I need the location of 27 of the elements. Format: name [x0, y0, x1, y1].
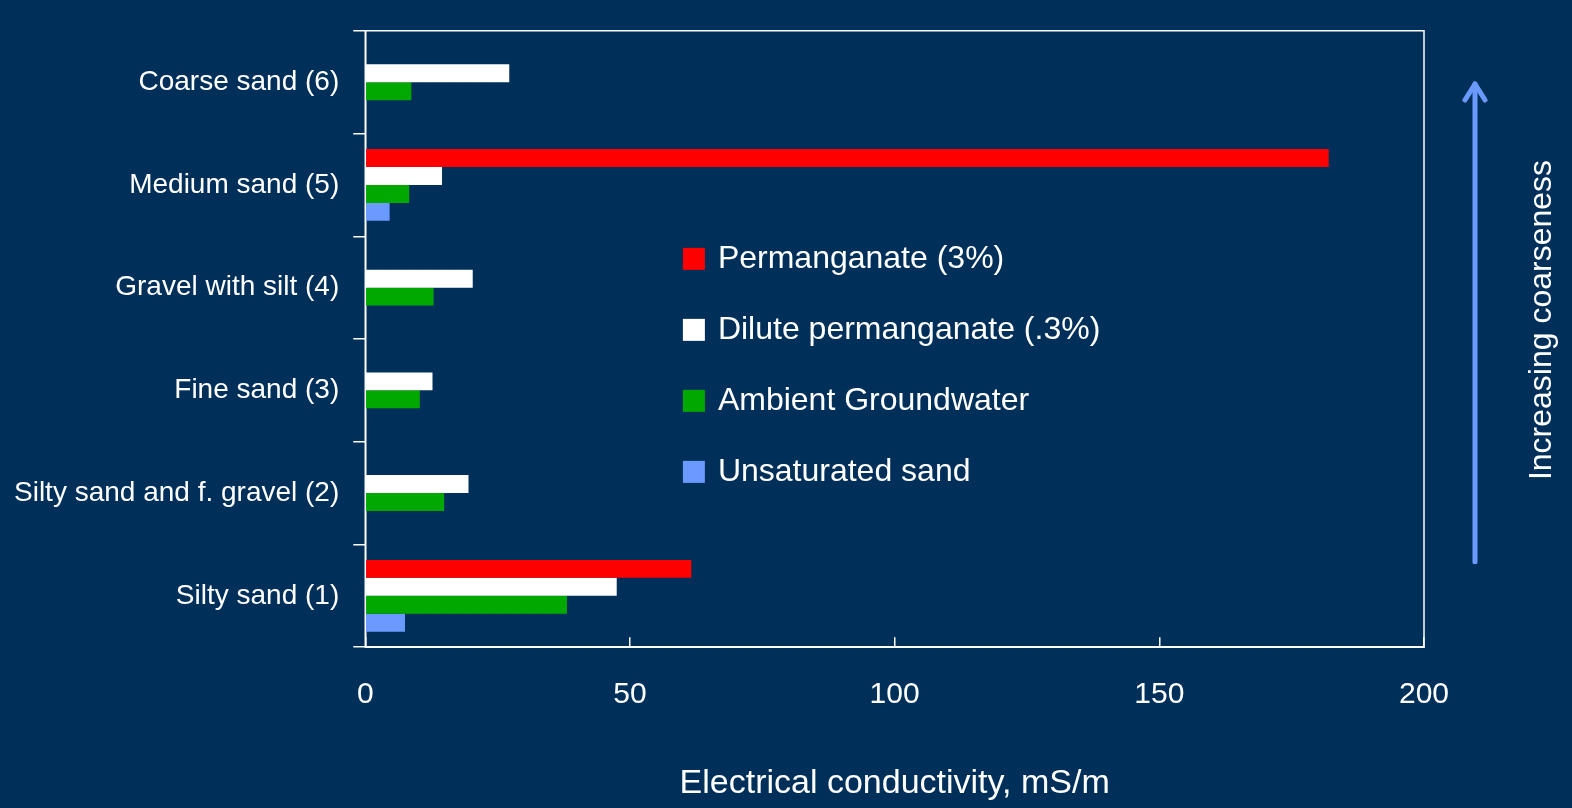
- bar: [366, 184, 410, 203]
- bar: [366, 82, 412, 101]
- bar: [366, 390, 420, 409]
- x-tick-label: 150: [1134, 676, 1185, 710]
- bar: [366, 559, 692, 578]
- legend-label: Permanganate (3%): [717, 238, 1005, 275]
- y-tick-label: Fine sand (3): [174, 373, 340, 405]
- bar: [366, 613, 405, 632]
- bar: [366, 595, 567, 614]
- x-tick-label: 50: [613, 676, 647, 710]
- legend-label: Unsaturated sand: [717, 451, 971, 488]
- y-tick-label: Coarse sand (6): [138, 64, 340, 96]
- x-tick-label: 200: [1398, 676, 1450, 710]
- x-tick-label: 100: [869, 676, 920, 710]
- legend-label: Ambient Groundwater: [717, 380, 1030, 417]
- x-axis-title: Electrical conductivity, mS/m: [679, 761, 1110, 800]
- text: Increasing coarseness: [1521, 159, 1558, 481]
- legend-label: Dilute permanganate (.3%): [717, 309, 1101, 346]
- y-tick-label: Silty sand and f. gravel (2): [13, 475, 340, 507]
- y-tick-label: Silty sand (1): [175, 578, 340, 610]
- bar: [366, 148, 1329, 167]
- x-tick-label: 0: [356, 676, 374, 710]
- y-tick-label: Medium sand (5): [129, 167, 340, 199]
- y-tick-label: Gravel with silt (4): [115, 270, 340, 302]
- bar: [366, 493, 445, 512]
- bar: [366, 287, 434, 306]
- bar: [366, 202, 390, 221]
